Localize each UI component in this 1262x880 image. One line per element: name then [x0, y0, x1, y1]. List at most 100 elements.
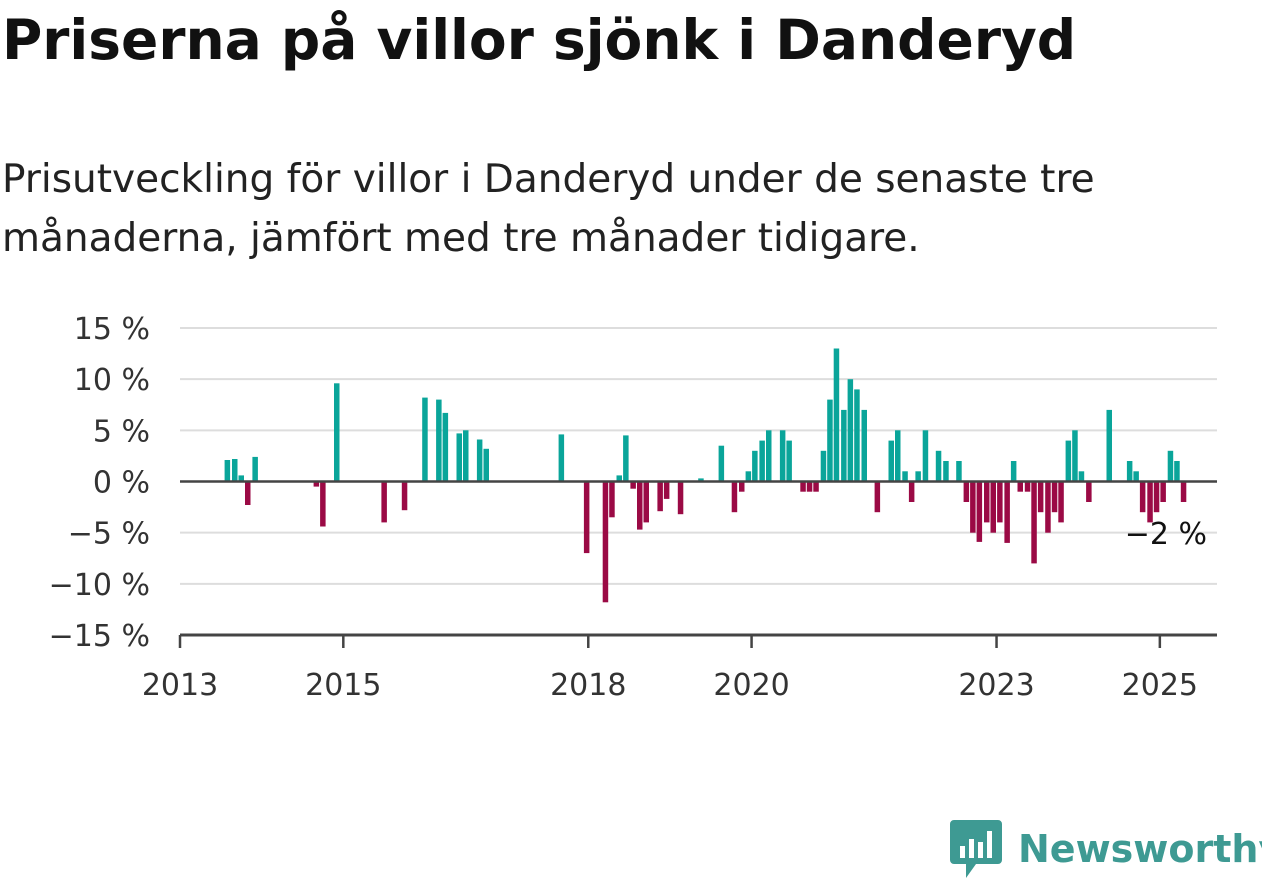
- bar: [854, 389, 860, 482]
- bar: [609, 481, 615, 518]
- bar: [422, 397, 428, 482]
- bar: [915, 471, 921, 482]
- bar: [813, 481, 819, 492]
- bar: [637, 481, 643, 530]
- bar: [847, 379, 854, 482]
- bar: [908, 481, 915, 502]
- bar: [1147, 481, 1153, 523]
- bar: [902, 471, 908, 482]
- bar: [861, 409, 867, 482]
- bar: [320, 481, 326, 527]
- bar: [313, 481, 320, 487]
- bar: [252, 456, 258, 482]
- bars: [224, 348, 1187, 603]
- bar: [1160, 481, 1166, 502]
- bar: [1133, 471, 1139, 482]
- bar: [976, 481, 983, 542]
- bar: [1153, 481, 1160, 513]
- tick-labels: 15 % 10 % 5 % 0 % −5 % −10 % −15 % 2013 2015 2018…: [49, 312, 1207, 703]
- bar: [1180, 481, 1187, 502]
- bar: [456, 433, 462, 482]
- chart-title: Priserna på villor sjönk i Danderyd: [2, 8, 1077, 72]
- bar: [1167, 450, 1174, 482]
- bar: [663, 481, 670, 499]
- bar: [602, 481, 609, 603]
- y-tick-label: 5 %: [93, 414, 150, 449]
- bar-chart: 15 % 10 % 5 % 0 % −5 % −10 % −15 % 2013 2015 2018…: [49, 312, 1217, 703]
- bar: [442, 412, 449, 482]
- bar: [752, 450, 758, 482]
- bar: [483, 448, 489, 482]
- bar: [1037, 481, 1044, 513]
- bar: [334, 383, 340, 482]
- x-tick-label: 2020: [713, 668, 789, 703]
- bar: [841, 409, 847, 482]
- bar: [616, 475, 622, 482]
- y-tick-label: 10 %: [74, 363, 150, 398]
- bar: [963, 481, 970, 502]
- bar: [1139, 481, 1146, 513]
- y-tick-label: 0 %: [93, 466, 150, 501]
- bar: [1024, 481, 1031, 492]
- bar: [232, 459, 238, 482]
- bar: [739, 481, 745, 492]
- chart-subtitle: Prisutveckling för villor i Danderyd und…: [2, 157, 1095, 261]
- bar: [583, 481, 590, 554]
- x-tick-label: 2018: [550, 668, 626, 703]
- bar: [731, 481, 738, 513]
- bar: [984, 481, 990, 523]
- bar: [786, 440, 792, 482]
- bar: [1106, 409, 1112, 482]
- bar: [956, 461, 962, 482]
- bar: [820, 450, 827, 482]
- bar: [943, 461, 949, 482]
- axes: [178, 480, 1217, 648]
- bar: [990, 481, 996, 533]
- bar: [874, 481, 881, 513]
- bar: [827, 399, 833, 482]
- y-tick-label: 15 %: [74, 312, 150, 347]
- x-tick-label: 2013: [142, 668, 218, 703]
- bar: [224, 460, 231, 482]
- bar: [1045, 481, 1051, 533]
- bar: [623, 435, 629, 482]
- bar: [935, 450, 942, 482]
- brand-name: Newsworthy: [1018, 827, 1262, 871]
- x-tick-label: 2025: [1122, 668, 1198, 703]
- bar: [1051, 481, 1058, 513]
- bar: [630, 481, 636, 489]
- bar: [1126, 461, 1133, 482]
- latest-value-label: −2 %: [1125, 517, 1207, 552]
- bar: [657, 481, 663, 512]
- newsworthy-brand[interactable]: Newsworthy: [950, 818, 1262, 880]
- grid-lines: [180, 327, 1217, 585]
- x-tick-label: 2015: [305, 668, 381, 703]
- bar: [436, 399, 442, 482]
- bar: [922, 430, 929, 482]
- bar: [1078, 471, 1085, 482]
- bar: [779, 430, 786, 482]
- bar: [806, 481, 813, 492]
- bar: [1031, 481, 1037, 564]
- bar: [766, 430, 772, 482]
- bar: [759, 440, 765, 482]
- y-tick-label: −15 %: [49, 619, 150, 654]
- bar: [1004, 481, 1010, 543]
- bar: [1072, 430, 1078, 482]
- bar: [238, 475, 244, 482]
- bar: [745, 471, 752, 482]
- y-tick-label: −5 %: [68, 517, 150, 552]
- bar: [895, 430, 901, 482]
- bar: [1010, 461, 1017, 482]
- bar: [463, 430, 469, 482]
- bar: [970, 481, 976, 533]
- bar: [1174, 461, 1180, 482]
- bar: [718, 445, 725, 482]
- bar: [997, 481, 1003, 523]
- bar: [401, 481, 408, 511]
- y-tick-label: −10 %: [49, 568, 150, 603]
- bar: [643, 481, 649, 523]
- bar: [1065, 440, 1072, 482]
- newsworthy-logo-icon: [950, 820, 1002, 878]
- bar: [800, 481, 806, 492]
